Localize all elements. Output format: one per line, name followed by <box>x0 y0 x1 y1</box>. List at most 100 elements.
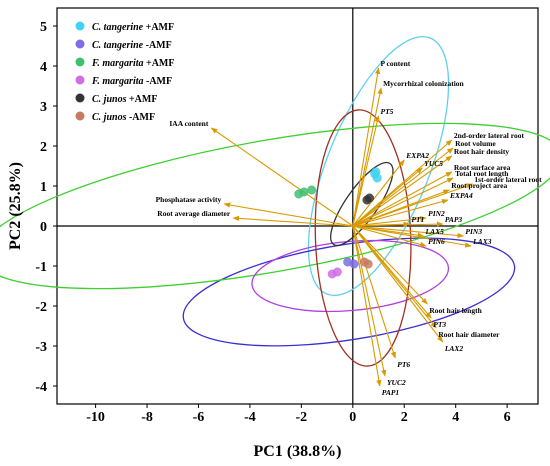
x-tick-label: -8 <box>141 410 153 425</box>
x-tick-label: 0 <box>349 410 356 425</box>
loading-label: Root average diameter <box>157 209 231 218</box>
loading-arrow <box>352 225 387 377</box>
loading-label: Mycorrhizal colonization <box>383 79 464 88</box>
loading-arrow <box>352 87 383 227</box>
legend-entry: C. tangerine +AMF <box>92 22 174 33</box>
legend-treatment: -AMF <box>144 76 173 87</box>
legend-entry: F. margarita +AMF <box>91 58 174 69</box>
loading-arrow <box>352 225 437 329</box>
loading-arrow <box>352 225 465 239</box>
loading-arrow <box>352 115 380 227</box>
y-tick-label: -2 <box>35 300 47 315</box>
y-tick-label: 1 <box>40 180 47 195</box>
loading-arrow <box>352 225 427 247</box>
loading-label: Root hair density <box>454 147 510 156</box>
legend-entry: C. tangerine -AMF <box>92 40 172 51</box>
loading-label: PIN6 <box>428 237 445 246</box>
confidence-ellipse <box>307 35 450 297</box>
loading-label: LAX3 <box>472 237 492 246</box>
legend-marker <box>75 75 85 85</box>
loading-label: EXPA4 <box>449 191 473 200</box>
loading-label: 2nd-order lateral root <box>454 131 525 140</box>
legend-marker <box>75 21 85 31</box>
loading-label: PT1 <box>411 215 424 224</box>
y-tick-label: 3 <box>40 100 47 115</box>
legend-treatment: -AMF <box>126 112 155 123</box>
loading-label: Root hair diameter <box>438 330 500 339</box>
confidence-ellipse <box>0 122 550 290</box>
legend-species: F. margarita <box>91 58 144 69</box>
x-tick-label: -4 <box>244 410 256 425</box>
loading-label: PT5 <box>381 107 394 116</box>
legend-marker <box>75 93 85 103</box>
loading-label: Root project area <box>451 181 507 190</box>
legend-marker <box>75 57 85 67</box>
loading-arrow <box>352 177 454 227</box>
loading-arrow <box>352 225 472 248</box>
legend-entry: C. junos +AMF <box>92 94 157 105</box>
y-tick-label: -3 <box>35 340 47 355</box>
loading-vectors <box>210 67 474 387</box>
loading-label: IAA content <box>169 119 208 128</box>
loading-label: PAP3 <box>445 215 463 224</box>
loading-arrow <box>352 189 450 227</box>
plot-frame <box>56 7 539 405</box>
loading-labels: P content Mycorrhizal colonization PT5 IAA … <box>156 59 543 397</box>
loading-arrow <box>352 159 405 227</box>
sample-points <box>294 167 382 279</box>
sample-point <box>365 193 374 203</box>
legend-treatment: +AMF <box>126 94 157 105</box>
loading-arrow <box>352 225 444 343</box>
sample-point <box>371 167 381 177</box>
loading-arrow <box>210 127 354 227</box>
x-tick-label: -2 <box>296 410 308 425</box>
loading-label: PIN2 <box>428 209 445 218</box>
legend-treatment: +AMF <box>143 22 174 33</box>
loading-label: PT3 <box>433 320 446 329</box>
sample-point <box>332 267 342 277</box>
legend-species: C. tangerine <box>92 22 144 33</box>
loading-label: Root hair length <box>429 306 482 315</box>
y-tick-label: -4 <box>35 380 47 395</box>
x-tick-label: -10 <box>86 410 105 425</box>
y-axis-title: PC2 (25.8%) <box>7 162 24 250</box>
loading-label: Phosphatase activity <box>156 195 222 204</box>
loading-arrow <box>352 225 428 305</box>
sample-point <box>294 189 304 199</box>
legend-treatment: +AMF <box>144 58 175 69</box>
loading-label: LAX5 <box>425 227 445 236</box>
loading-arrow <box>352 216 427 227</box>
sample-point <box>307 185 317 195</box>
legend-species: C. junos <box>92 112 127 123</box>
y-tick-label: -1 <box>35 260 47 275</box>
loading-label: YUC2 <box>387 378 406 387</box>
legend-species: F. margarita <box>91 76 144 87</box>
loading-arrow <box>232 215 353 227</box>
loading-label: Root surface area <box>454 163 511 172</box>
sample-point <box>363 259 373 269</box>
loading-label: 1st-order lateral root <box>474 175 542 184</box>
loading-label: EXPA2 <box>405 151 429 160</box>
loading-label: P content <box>381 59 411 68</box>
loading-arrow <box>352 221 444 227</box>
x-axis-title: PC1 (38.8%) <box>254 443 342 460</box>
sample-point <box>349 259 359 269</box>
loading-label: PIN3 <box>465 227 482 236</box>
legend-entry: F. margarita -AMF <box>91 76 172 87</box>
y-tick-label: 2 <box>40 140 47 155</box>
legend-marker <box>75 39 85 49</box>
loading-arrow <box>352 147 454 227</box>
loading-label: PT6 <box>397 360 410 369</box>
confidence-ellipse <box>330 161 394 247</box>
loading-arrow <box>352 171 453 227</box>
y-tick-label: 0 <box>40 220 47 235</box>
loading-arrow <box>352 167 423 227</box>
x-tick-label: 2 <box>401 410 408 425</box>
legend-marker <box>75 111 85 121</box>
loading-label: Total root length <box>455 169 509 178</box>
loading-label: YUC5 <box>424 159 443 168</box>
loading-arrow <box>352 155 453 227</box>
